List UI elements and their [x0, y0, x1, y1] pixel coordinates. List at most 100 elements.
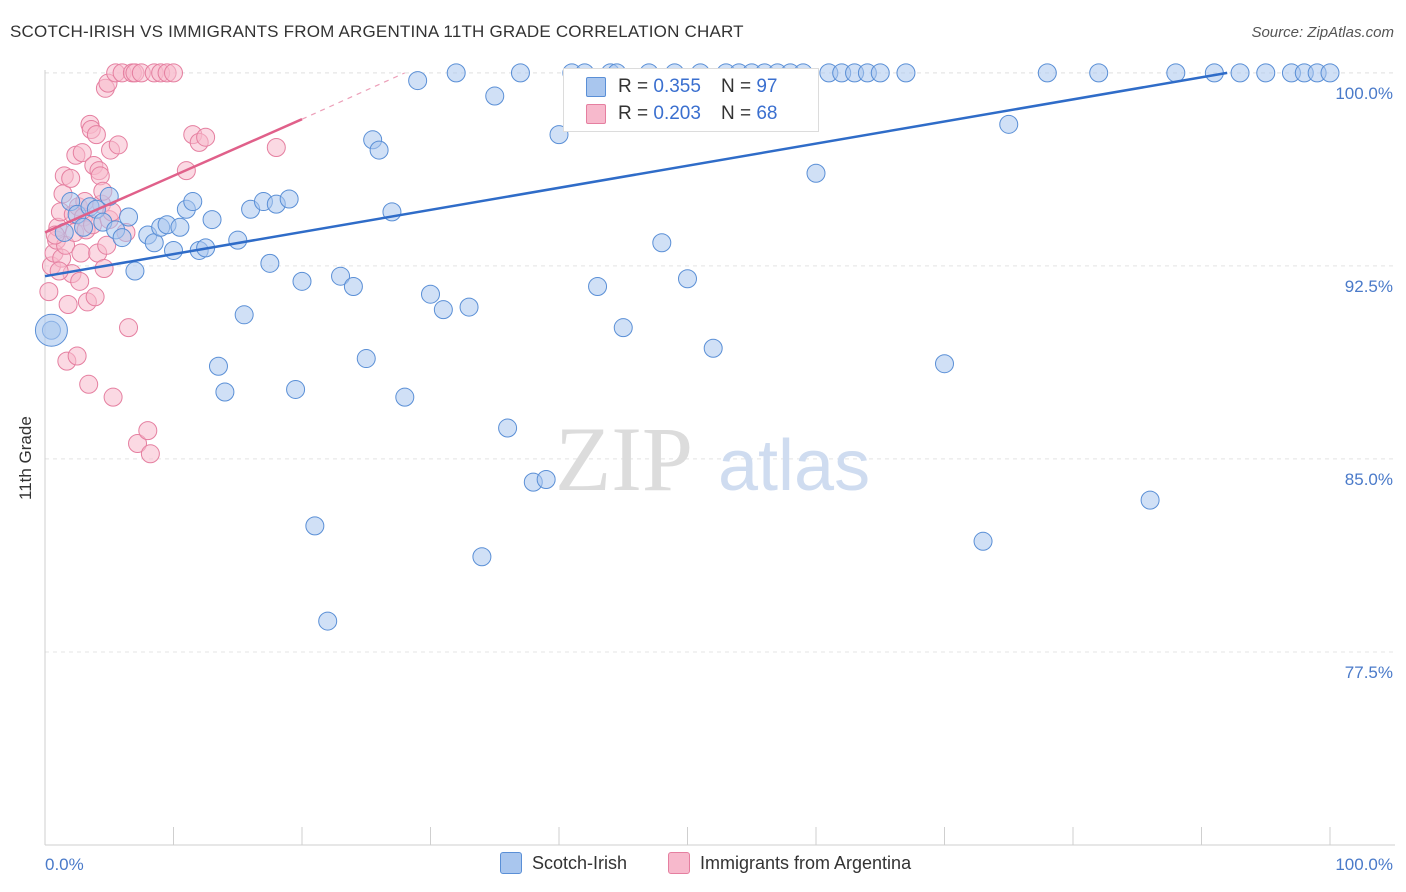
source-label: Source: ZipAtlas.com — [1251, 24, 1394, 41]
data-point-argentina — [196, 127, 216, 147]
data-point-scotch-irish — [74, 217, 94, 237]
data-point-scotch-irish — [408, 71, 428, 91]
data-point-scotch-irish — [459, 297, 479, 317]
data-point-scotch-irish — [536, 470, 556, 490]
data-point-scotch-irish — [202, 210, 222, 230]
data-point-scotch-irish — [935, 354, 954, 374]
axes — [44, 70, 1395, 846]
legend-r-value: 0.203 — [653, 103, 701, 124]
bottom-legend-label: Scotch-Irish — [532, 852, 628, 873]
watermark-atlas: atlas — [718, 426, 870, 506]
trend-lines — [44, 71, 1228, 278]
data-point-scotch-irish — [703, 338, 723, 358]
data-point-scotch-irish — [433, 300, 453, 320]
watermark-zip: ZIP — [555, 408, 693, 510]
y-tick-label: 85.0% — [1345, 470, 1393, 489]
data-point-scotch-irish — [234, 305, 254, 325]
data-point-scotch-irish-large — [34, 313, 68, 347]
data-point-argentina — [79, 374, 99, 394]
data-point-argentina — [103, 387, 123, 407]
x-tick-labels: 0.0% 100.0% — [45, 855, 1393, 874]
data-point-scotch-irish — [369, 140, 389, 160]
legend-box: R = 0.355 N = 97 R = 0.203 N = 68 — [563, 68, 819, 132]
data-point-argentina — [49, 261, 69, 281]
legend-n-value: 68 — [756, 103, 778, 124]
legend-r-label: R = — [618, 76, 649, 97]
data-point-scotch-irish — [510, 63, 530, 83]
data-point-scotch-irish — [343, 276, 363, 296]
data-point-scotch-irish — [286, 379, 306, 399]
data-point-scotch-irish — [472, 547, 492, 567]
data-point-scotch-irish — [208, 356, 228, 376]
data-point-scotch-irish — [112, 228, 132, 248]
data-point-argentina — [39, 282, 59, 302]
data-point-argentina — [72, 143, 92, 163]
data-point-scotch-irish — [999, 114, 1019, 134]
data-point-scotch-irish — [1166, 63, 1186, 83]
y-tick-label: 77.5% — [1345, 663, 1393, 682]
legend-swatch-blue — [586, 77, 606, 97]
data-point-scotch-irish — [485, 86, 505, 106]
bottom-legend-swatch-pink — [668, 852, 690, 874]
legend-r-value: 0.355 — [653, 76, 701, 97]
trend-line-argentina-extension — [301, 72, 406, 120]
data-point-argentina — [67, 346, 87, 366]
legend-r-label: R = — [618, 103, 649, 124]
data-point-scotch-irish — [806, 163, 826, 183]
data-point-scotch-irish — [331, 266, 351, 286]
data-point-argentina — [86, 125, 106, 145]
data-point-argentina — [97, 235, 117, 255]
data-point-scotch-irish — [973, 531, 993, 551]
data-point-scotch-irish — [1320, 63, 1340, 83]
data-point-scotch-irish — [613, 318, 633, 338]
legend-n-value: 97 — [756, 76, 778, 97]
data-point-scotch-irish — [588, 276, 608, 296]
data-point-scotch-irish — [125, 261, 145, 281]
y-tick-label: 100.0% — [1335, 84, 1393, 103]
data-point-scotch-irish — [652, 233, 672, 253]
data-point-scotch-irish — [1140, 490, 1160, 510]
trend-line-argentina — [44, 118, 303, 234]
data-point-argentina — [164, 63, 183, 83]
data-point-scotch-irish — [870, 63, 890, 83]
data-point-scotch-irish — [356, 349, 376, 369]
trend-line-scotch-irish — [44, 71, 1228, 278]
data-point-argentina — [94, 258, 114, 278]
bottom-legend-scotch-irish: Scotch-Irish — [500, 852, 627, 874]
data-point-scotch-irish — [215, 382, 235, 402]
data-point-argentina — [85, 287, 105, 307]
data-point-scotch-irish — [446, 63, 466, 83]
data-point-argentina — [266, 138, 286, 158]
data-point-argentina — [128, 433, 148, 453]
legend-row-argentina: R = 0.203 N = 68 — [586, 102, 777, 126]
series-argentina-points — [39, 63, 286, 464]
data-point-scotch-irish — [421, 284, 440, 304]
data-point-scotch-irish — [1089, 63, 1109, 83]
data-point-scotch-irish — [279, 189, 299, 209]
data-point-scotch-irish — [1037, 63, 1057, 83]
y-tick-label: 92.5% — [1345, 277, 1393, 296]
data-point-argentina — [140, 444, 160, 464]
data-point-scotch-irish — [164, 240, 183, 260]
data-point-scotch-irish — [1230, 63, 1250, 83]
data-point-scotch-irish — [119, 207, 139, 227]
data-point-scotch-irish — [292, 271, 312, 291]
y-tick-labels: 77.5% 85.0% 92.5% 100.0% — [1335, 84, 1393, 682]
data-point-argentina — [70, 271, 90, 291]
data-point-argentina — [71, 243, 91, 263]
data-point-argentina — [108, 135, 128, 155]
x-tick-label: 100.0% — [1335, 855, 1393, 874]
legend-swatch-pink — [586, 104, 606, 124]
legend-n-label: N = — [720, 103, 752, 124]
data-point-scotch-irish — [678, 269, 697, 289]
legend-n-label: N = — [720, 76, 752, 97]
data-point-argentina — [119, 318, 139, 338]
series-scotch-irish-points — [34, 63, 1340, 631]
data-point-scotch-irish — [896, 63, 916, 83]
data-point-argentina — [138, 421, 158, 441]
data-point-scotch-irish — [228, 230, 248, 250]
data-point-scotch-irish — [260, 253, 280, 273]
data-point-argentina — [58, 295, 78, 315]
data-point-scotch-irish — [183, 192, 203, 212]
